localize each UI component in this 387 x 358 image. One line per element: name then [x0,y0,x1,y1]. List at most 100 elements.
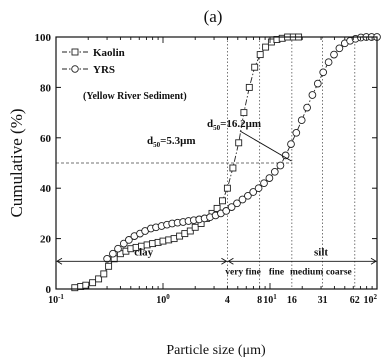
data-point-kaolin [235,139,243,147]
x-tick-label-base: 10 [156,295,166,306]
d50-yrs-label-value: =16.2μm [220,118,261,130]
data-point-yrs [254,184,263,193]
data-point-yrs [324,58,333,67]
x-tick-label-exponent: 1 [273,293,277,301]
y-tick-label: 0 [46,284,52,296]
silt-label: silt [314,246,328,258]
x-tick-label: 101 [263,293,277,306]
y-tick-label: 40 [40,183,52,195]
size-class-layer: clay silt very fine fine medium coarse [56,246,377,277]
y-axis-label: Cumulative (%) [7,108,26,217]
x-axis-label: Particle size (μm) [166,343,266,358]
y-tick-label: 20 [40,234,52,246]
data-point-yrs [287,140,295,148]
x-tick-label-base: 10 [48,295,58,306]
data-point-kaolin [71,284,79,292]
x-size-boundary-label: 8 [257,295,262,306]
legend-marker-square [71,48,79,56]
data-point-yrs [335,44,344,53]
reference-lines [56,37,356,289]
data-point-yrs [233,199,241,208]
d50-kaolin-label: d50=5.3μm [147,135,196,149]
silt-subclass-very-fine: very fine [225,267,261,277]
data-point-kaolin [262,43,270,51]
silt-subclass-coarse: coarse [326,267,352,277]
silt-subclass-fine: fine [269,267,284,277]
legend-label-yrs: YRS [93,64,115,76]
size-class-arrowhead [56,257,63,265]
data-point-yrs [319,68,328,77]
x-tick-label: 10-1 [48,293,64,306]
data-point-kaolin [240,109,248,117]
data-point-yrs [292,128,301,137]
d50-yrs-label-subscript: 50 [213,124,221,132]
data-point-yrs [270,167,279,176]
size-class-arrowhead [227,257,234,265]
data-point-kaolin [159,237,167,245]
d50-yrs-label-main: d [207,118,213,130]
data-point-yrs [125,236,133,244]
clay-label: clay [134,246,153,258]
y-tick-label: 60 [40,133,52,145]
x-tick-label-exponent: -1 [58,293,64,301]
data-point-yrs [249,188,258,196]
y-tick-label: 80 [40,82,52,94]
data-point-yrs [313,79,322,88]
data-point-kaolin [95,275,103,283]
data-point-kaolin [213,204,221,212]
x-tick-label: 102 [364,293,378,306]
x-tick-label-base: 10 [263,295,273,306]
d50-yrs-label: d50=16.2μm [207,118,261,132]
data-point-kaolin [100,270,108,278]
data-point-kaolin [105,262,113,270]
data-point-yrs [265,174,274,182]
size-class-arrowhead [221,257,228,265]
data-point-yrs [330,50,338,59]
legend-note: (Yellow River Sediment) [83,91,187,102]
legend: Kaolin YRS (Yellow River Sediment) [62,47,187,102]
data-point-yrs [276,161,285,170]
x-tick-label-exponent: 2 [374,293,378,301]
d50-kaolin-label-value: =5.3μm [160,135,195,147]
d50-kaolin-label-subscript: 50 [153,141,161,149]
data-point-kaolin [245,83,253,91]
data-point-yrs [227,203,236,211]
data-point-kaolin [186,227,194,235]
panel-label: (a) [204,7,223,26]
data-point-kaolin [191,223,199,231]
data-point-yrs [222,207,231,215]
x-size-boundary-label: 16 [287,295,297,306]
x-size-boundary-label: 31 [318,295,328,306]
data-point-yrs [244,191,252,200]
data-point-yrs [303,103,311,112]
x-tick-label-exponent: 0 [166,293,170,301]
d50-yrs-leader-line [239,130,292,162]
x-tick-label-base: 10 [364,295,374,306]
silt-subclass-medium: medium [290,267,323,277]
data-point-yrs [260,179,268,188]
data-point-yrs [308,91,317,99]
size-class-arrowhead [370,257,377,265]
data-point-kaolin [89,279,97,287]
x-tick-label: 100 [156,293,170,306]
data-point-kaolin [219,197,226,205]
plot-frame [55,36,378,290]
data-point-yrs [238,195,247,204]
data-point-kaolin [256,51,264,59]
data-point-kaolin [229,164,237,172]
data-point-yrs [109,249,117,258]
data-point-yrs [103,254,111,263]
data-point-kaolin [251,63,259,71]
d50-kaolin-label-main: d [147,135,153,147]
data-point-kaolin [223,184,231,192]
data-point-yrs [119,239,128,248]
data-point-yrs [297,116,306,125]
x-size-boundary-label: 4 [225,295,230,306]
legend-label-kaolin: Kaolin [93,47,125,59]
legend-marker-circle [71,65,79,73]
x-size-boundary-label: 62 [350,295,360,306]
